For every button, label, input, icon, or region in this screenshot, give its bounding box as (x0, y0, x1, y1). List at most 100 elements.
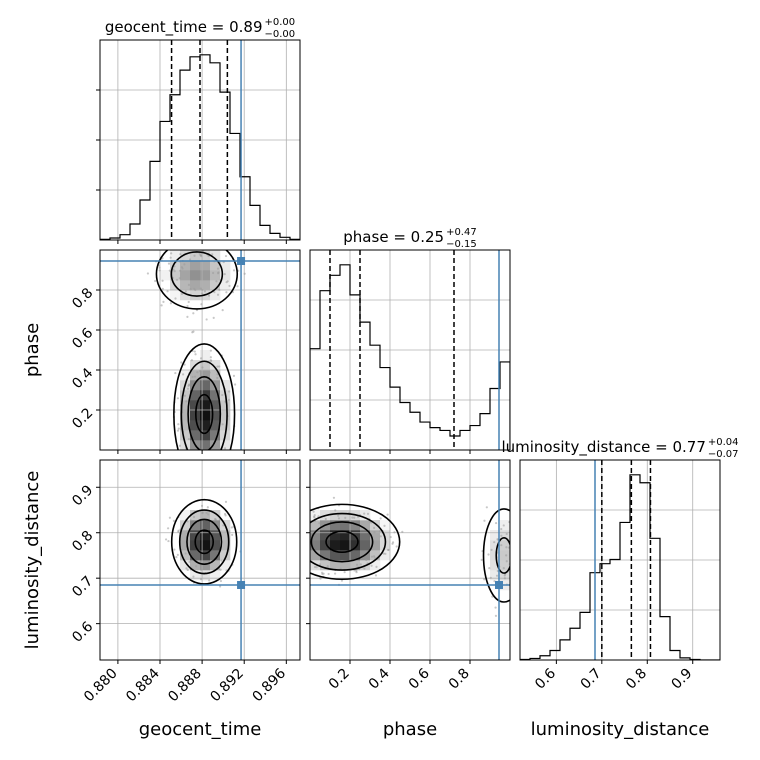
sample-point (502, 567, 505, 570)
sample-point (315, 566, 318, 569)
sample-point (372, 555, 376, 558)
sample-point (174, 371, 177, 375)
sample-point (340, 579, 344, 582)
density-bin (310, 550, 321, 561)
density-bin (200, 510, 211, 521)
sample-point (370, 555, 374, 558)
density-bin (500, 520, 510, 531)
sample-point (370, 564, 373, 567)
sample-point (219, 568, 222, 571)
sample-point (169, 302, 173, 305)
x-tick-label: 0.884 (123, 665, 163, 705)
density-bin (170, 270, 181, 281)
density-bin (170, 290, 181, 301)
density-bin (310, 520, 321, 531)
sample-point (502, 524, 505, 527)
sample-point (225, 291, 228, 294)
sample-point (221, 393, 224, 397)
sample-point (180, 292, 184, 296)
density-bin (220, 260, 231, 271)
sample-point (383, 524, 386, 527)
sample-point (216, 293, 220, 296)
sample-point (194, 288, 197, 292)
sample-point (243, 272, 246, 275)
histogram-phase (310, 264, 510, 450)
sample-point (221, 309, 224, 312)
sample-point (161, 279, 164, 282)
density-bin (190, 260, 201, 271)
density-bin (180, 370, 191, 381)
sample-point (382, 552, 385, 555)
sample-point (490, 548, 493, 551)
density-bin (190, 390, 201, 401)
sample-point (401, 530, 404, 533)
contour-line (482, 508, 510, 603)
sample-point (353, 516, 356, 519)
sample-point (318, 522, 321, 525)
density-bin (200, 270, 211, 281)
density-bin (220, 400, 231, 411)
sample-point (505, 554, 508, 557)
density-bin (180, 410, 191, 421)
sample-point (177, 530, 180, 533)
sample-point (174, 297, 177, 300)
sample-point (192, 515, 196, 519)
sample-point (386, 513, 389, 516)
sample-point (180, 361, 183, 364)
density-bin (210, 250, 221, 261)
sample-point (494, 521, 498, 525)
density-bin (370, 550, 381, 561)
sample-point (186, 387, 190, 390)
contour-line (170, 498, 238, 585)
density-bin (180, 550, 191, 561)
sample-point (223, 273, 226, 276)
y-tick-label: 0.6 (69, 325, 96, 352)
density-bin (180, 290, 191, 301)
sample-point (495, 574, 499, 577)
density-bin (330, 530, 341, 541)
sample-point (232, 374, 236, 377)
density-bin (190, 400, 201, 411)
density-bin (340, 550, 351, 561)
sample-point (198, 252, 201, 255)
contour-line (310, 503, 401, 581)
density-bin (220, 560, 231, 571)
x-tick-label: 0.6 (532, 665, 559, 692)
density-bin (210, 410, 221, 421)
sample-point (186, 520, 189, 523)
truth-marker (495, 581, 503, 589)
density-bin (180, 420, 191, 431)
density-bin (180, 270, 191, 281)
sample-point (158, 269, 161, 272)
sample-point (379, 517, 382, 520)
sample-point (493, 541, 496, 544)
sample-point (191, 331, 194, 334)
sample-point (201, 512, 204, 515)
sample-point (179, 269, 182, 272)
sample-point (198, 369, 202, 373)
sample-point (188, 384, 191, 387)
density-bin (200, 380, 211, 391)
sample-point (212, 316, 215, 319)
density-bin (190, 520, 201, 531)
y-tick-label: 0.6 (69, 619, 96, 646)
density-bin (210, 270, 221, 281)
sample-point (179, 253, 182, 256)
sample-point (219, 585, 222, 588)
x-tick-label: 0.892 (207, 666, 247, 706)
density-bin (190, 570, 201, 581)
density-bin (160, 270, 171, 281)
sample-point (222, 524, 225, 527)
sample-point (355, 563, 359, 566)
density-bin (200, 350, 211, 361)
sample-point (205, 511, 208, 515)
contour-line (186, 518, 223, 565)
sample-point (228, 390, 231, 393)
contour-line (194, 529, 215, 555)
sample-point (389, 535, 392, 539)
sample-point (158, 266, 161, 269)
density-bin (310, 540, 321, 551)
density-bin (170, 250, 181, 261)
sample-point (313, 565, 317, 569)
